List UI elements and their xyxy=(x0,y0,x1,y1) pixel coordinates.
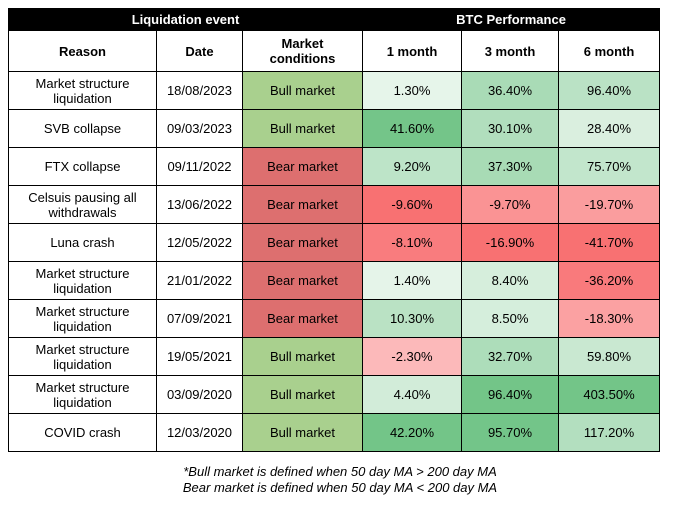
perf-1-month-cell: 1.30% xyxy=(362,71,462,110)
group-header-btc-performance: BTC Performance xyxy=(361,8,661,31)
perf-3-month-cell: 32.70% xyxy=(461,337,559,376)
market-condition-cell: Bear market xyxy=(242,299,363,338)
market-condition-cell: Bear market xyxy=(242,223,363,262)
perf-6-month-cell: 75.70% xyxy=(557,147,661,186)
perf-3-month-cell: 30.10% xyxy=(461,109,559,148)
perf-1-month-cell: 41.60% xyxy=(362,109,462,148)
perf-6-month-cell: -18.30% xyxy=(557,299,661,338)
footnote-bear-definition: Bear market is defined when 50 day MA < … xyxy=(182,480,498,495)
date-cell: 09/03/2023 xyxy=(156,109,243,148)
perf-6-month-cell: -36.20% xyxy=(557,261,661,300)
perf-6-month-cell: 403.50% xyxy=(557,375,661,414)
table-row: Luna crash 12/05/2022 Bear market -8.10% -16… xyxy=(8,223,661,262)
reason-cell: Market structure liquidation xyxy=(8,299,157,338)
market-condition-cell: Bear market xyxy=(242,147,363,186)
reason-cell: COVID crash xyxy=(8,413,157,452)
column-header-6-month: 6 month xyxy=(557,30,661,72)
column-header-1-month: 1 month xyxy=(362,30,462,72)
perf-1-month-cell: 9.20% xyxy=(362,147,462,186)
perf-6-month-cell: -19.70% xyxy=(557,185,661,224)
date-cell: 19/05/2021 xyxy=(156,337,243,376)
column-header-3-month: 3 month xyxy=(461,30,559,72)
table-row: Market structure liquidation 21/01/2022 Be… xyxy=(8,261,661,300)
perf-1-month-cell: -8.10% xyxy=(362,223,462,262)
market-condition-cell: Bull market xyxy=(242,109,363,148)
perf-3-month-cell: 8.40% xyxy=(461,261,559,300)
table-row: Market structure liquidation 07/09/2021 Be… xyxy=(8,299,661,338)
perf-1-month-cell: 1.40% xyxy=(362,261,462,300)
perf-6-month-cell: 96.40% xyxy=(557,71,661,110)
perf-1-month-cell: 42.20% xyxy=(362,413,462,452)
reason-cell: Market structure liquidation xyxy=(8,337,157,376)
market-condition-cell: Bull market xyxy=(242,375,363,414)
perf-1-month-cell: -9.60% xyxy=(362,185,462,224)
liquidation-table: Liquidation event BTC Performance Reason… xyxy=(8,8,661,452)
perf-3-month-cell: 36.40% xyxy=(461,71,559,110)
perf-1-month-cell: 10.30% xyxy=(362,299,462,338)
date-cell: 09/11/2022 xyxy=(156,147,243,186)
perf-6-month-cell: 28.40% xyxy=(557,109,661,148)
market-condition-cell: Bear market xyxy=(242,261,363,300)
date-cell: 12/05/2022 xyxy=(156,223,243,262)
column-header-market-conditions: Market conditions xyxy=(242,30,363,72)
perf-6-month-cell: 117.20% xyxy=(557,413,661,452)
market-condition-cell: Bull market xyxy=(242,71,363,110)
perf-3-month-cell: -16.90% xyxy=(461,223,559,262)
table-row: SVB collapse 09/03/2023 Bull market 41.60% 3… xyxy=(8,109,661,148)
reason-cell: Market structure liquidation xyxy=(8,261,157,300)
date-cell: 13/06/2022 xyxy=(156,185,243,224)
reason-cell: Luna crash xyxy=(8,223,157,262)
group-header-liquidation-event: Liquidation event xyxy=(8,8,363,31)
table-row: COVID crash 12/03/2020 Bull market 42.20% 95… xyxy=(8,413,661,452)
perf-3-month-cell: 8.50% xyxy=(461,299,559,338)
table-row: Market structure liquidation 03/09/2020 Bu… xyxy=(8,375,661,414)
date-cell: 03/09/2020 xyxy=(156,375,243,414)
perf-1-month-cell: 4.40% xyxy=(362,375,462,414)
column-header-reason: Reason xyxy=(8,30,157,72)
market-condition-cell: Bull market xyxy=(242,337,363,376)
column-header-date: Date xyxy=(156,30,243,72)
reason-cell: Market structure liquidation xyxy=(8,71,157,110)
table-row: Market structure liquidation 18/08/2023 Bu… xyxy=(8,71,661,110)
table-row: Market structure liquidation 19/05/2021 Bu… xyxy=(8,337,661,376)
table-row: Celsuis pausing all withdrawals 13/06/202… xyxy=(8,185,661,224)
date-cell: 07/09/2021 xyxy=(156,299,243,338)
perf-6-month-cell: -41.70% xyxy=(557,223,661,262)
reason-cell: Market structure liquidation xyxy=(8,375,157,414)
perf-3-month-cell: 95.70% xyxy=(461,413,559,452)
reason-cell: FTX collapse xyxy=(8,147,157,186)
footnote-bull-definition: *Bull market is defined when 50 day MA >… xyxy=(183,464,497,479)
perf-3-month-cell: 96.40% xyxy=(461,375,559,414)
reason-cell: Celsuis pausing all withdrawals xyxy=(8,185,157,224)
perf-1-month-cell: -2.30% xyxy=(362,337,462,376)
market-condition-cell: Bear market xyxy=(242,185,363,224)
table-row: FTX collapse 09/11/2022 Bear market 9.20% 37… xyxy=(8,147,661,186)
perf-6-month-cell: 59.80% xyxy=(557,337,661,376)
perf-3-month-cell: -9.70% xyxy=(461,185,559,224)
date-cell: 12/03/2020 xyxy=(156,413,243,452)
reason-cell: SVB collapse xyxy=(8,109,157,148)
date-cell: 18/08/2023 xyxy=(156,71,243,110)
market-condition-cell: Bull market xyxy=(242,413,363,452)
date-cell: 21/01/2022 xyxy=(156,261,243,300)
perf-3-month-cell: 37.30% xyxy=(461,147,559,186)
